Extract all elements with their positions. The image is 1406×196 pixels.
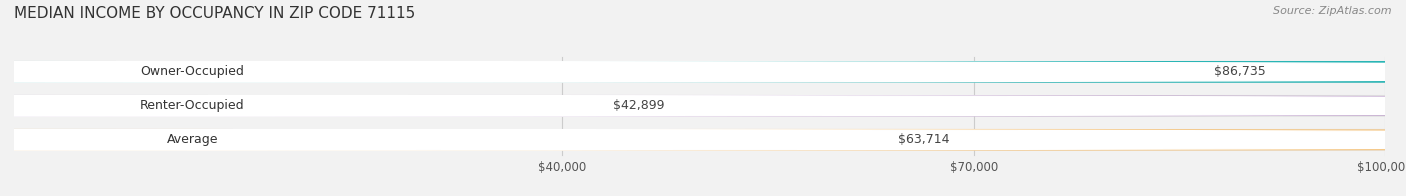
Text: $63,714: $63,714 bbox=[898, 133, 950, 146]
Ellipse shape bbox=[0, 62, 1406, 82]
Ellipse shape bbox=[0, 62, 1406, 82]
Ellipse shape bbox=[0, 96, 1406, 116]
Ellipse shape bbox=[0, 96, 1406, 116]
Ellipse shape bbox=[0, 96, 1406, 116]
Ellipse shape bbox=[0, 62, 1406, 82]
Bar bbox=[14, 62, 1204, 82]
Ellipse shape bbox=[0, 62, 1406, 82]
Ellipse shape bbox=[0, 130, 1406, 150]
Bar bbox=[14, 130, 1385, 150]
Bar bbox=[14, 96, 371, 116]
Ellipse shape bbox=[0, 130, 1406, 150]
Text: Source: ZipAtlas.com: Source: ZipAtlas.com bbox=[1274, 6, 1392, 16]
Text: $86,735: $86,735 bbox=[1213, 65, 1265, 78]
Text: Owner-Occupied: Owner-Occupied bbox=[141, 65, 245, 78]
Ellipse shape bbox=[0, 96, 1406, 116]
Text: Renter-Occupied: Renter-Occupied bbox=[141, 99, 245, 112]
Text: MEDIAN INCOME BY OCCUPANCY IN ZIP CODE 71115: MEDIAN INCOME BY OCCUPANCY IN ZIP CODE 7… bbox=[14, 6, 415, 21]
Bar bbox=[14, 62, 371, 82]
Bar bbox=[14, 62, 1385, 82]
Ellipse shape bbox=[0, 62, 1406, 82]
Ellipse shape bbox=[0, 130, 1406, 150]
Ellipse shape bbox=[0, 96, 1406, 116]
Ellipse shape bbox=[0, 130, 1406, 150]
Text: $42,899: $42,899 bbox=[613, 99, 665, 112]
Ellipse shape bbox=[0, 62, 1406, 82]
Ellipse shape bbox=[0, 130, 1406, 150]
Text: Average: Average bbox=[166, 133, 218, 146]
Bar bbox=[14, 130, 371, 150]
Bar bbox=[14, 130, 887, 150]
Ellipse shape bbox=[0, 130, 1406, 150]
Bar bbox=[14, 96, 602, 116]
Bar bbox=[14, 96, 1385, 116]
Ellipse shape bbox=[0, 96, 1406, 116]
